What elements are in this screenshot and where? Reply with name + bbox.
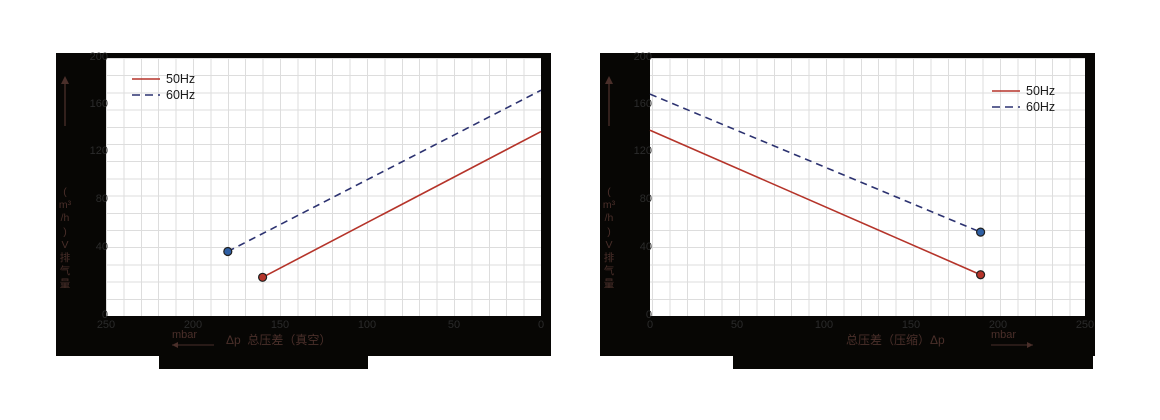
svg-text:mbar: mbar [172,329,197,341]
svg-text:mbar: mbar [991,329,1016,341]
